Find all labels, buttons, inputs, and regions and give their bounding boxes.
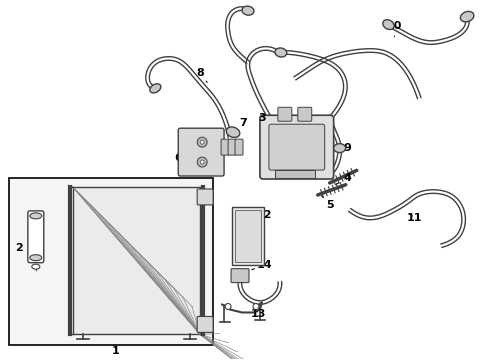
Circle shape <box>224 303 230 310</box>
Ellipse shape <box>333 144 345 153</box>
Ellipse shape <box>30 255 41 261</box>
FancyBboxPatch shape <box>277 107 291 121</box>
Bar <box>232 207 264 265</box>
FancyBboxPatch shape <box>178 128 224 176</box>
Ellipse shape <box>149 84 161 93</box>
Ellipse shape <box>382 20 393 30</box>
FancyBboxPatch shape <box>28 211 44 263</box>
Circle shape <box>200 140 203 144</box>
FancyBboxPatch shape <box>235 139 243 155</box>
Ellipse shape <box>32 264 40 269</box>
FancyBboxPatch shape <box>197 316 213 332</box>
Text: 12: 12 <box>257 210 272 220</box>
Bar <box>235 210 261 262</box>
Bar <box>274 170 314 178</box>
Text: 10: 10 <box>386 21 401 37</box>
Text: 2: 2 <box>15 243 29 253</box>
Ellipse shape <box>459 12 473 22</box>
Ellipse shape <box>274 48 286 57</box>
Text: 6: 6 <box>174 152 188 163</box>
FancyBboxPatch shape <box>230 269 248 283</box>
Text: 4: 4 <box>336 173 351 184</box>
Text: 11: 11 <box>406 213 421 223</box>
Bar <box>9 178 213 345</box>
Text: 5: 5 <box>321 196 333 210</box>
Text: 13: 13 <box>250 310 265 319</box>
FancyBboxPatch shape <box>221 139 228 155</box>
Circle shape <box>200 160 203 164</box>
Text: 1: 1 <box>111 346 119 356</box>
Text: 14: 14 <box>251 260 272 270</box>
Ellipse shape <box>30 213 41 219</box>
FancyBboxPatch shape <box>227 139 236 155</box>
Circle shape <box>252 303 259 310</box>
Circle shape <box>197 137 207 147</box>
FancyBboxPatch shape <box>260 115 333 179</box>
Ellipse shape <box>226 127 239 138</box>
Bar <box>73 187 200 334</box>
FancyBboxPatch shape <box>197 189 213 205</box>
Text: 9: 9 <box>343 143 351 153</box>
FancyBboxPatch shape <box>268 124 324 170</box>
FancyBboxPatch shape <box>297 107 311 121</box>
Text: 8: 8 <box>196 68 207 82</box>
Text: 7: 7 <box>238 118 246 133</box>
Ellipse shape <box>242 6 253 15</box>
Circle shape <box>197 157 207 167</box>
Text: 3: 3 <box>258 113 273 133</box>
